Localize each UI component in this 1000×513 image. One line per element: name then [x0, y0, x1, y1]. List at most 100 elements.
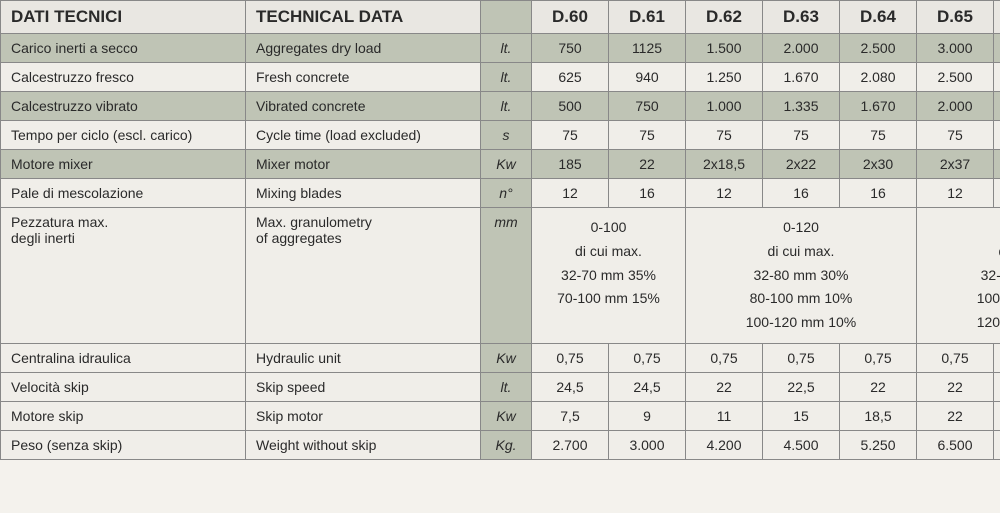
- granulometry-row: Pezzatura max. degli inerti Max. granulo…: [1, 208, 1000, 344]
- val-1: 3.000: [609, 430, 686, 459]
- unit: Kg.: [481, 430, 532, 459]
- gran-it: Pezzatura max. degli inerti: [1, 208, 246, 344]
- val-5: 22: [917, 372, 994, 401]
- val-4: 18,5: [840, 401, 917, 430]
- label-en: Fresh concrete: [246, 63, 481, 92]
- gran-en: Max. granulometry of aggregates: [246, 208, 481, 344]
- header-col-1: D.61: [609, 1, 686, 34]
- val-5: 2.000: [917, 92, 994, 121]
- val-1: 940: [609, 63, 686, 92]
- label-it: Peso (senza skip): [1, 430, 246, 459]
- val-0: 7,5: [532, 401, 609, 430]
- val-4: 2.500: [840, 34, 917, 63]
- label-en: Mixing blades: [246, 179, 481, 208]
- val-2: 22: [686, 372, 763, 401]
- val-3: 2x22: [763, 150, 840, 179]
- val-3: 0,75: [763, 343, 840, 372]
- val-0: 12: [532, 179, 609, 208]
- label-it: Carico inerti a secco: [1, 34, 246, 63]
- val-2: 11: [686, 401, 763, 430]
- data-row-3: Tempo per ciclo (escl. carico)Cycle time…: [1, 121, 1000, 150]
- gran-unit: mm: [481, 208, 532, 344]
- label-en: Aggregates dry load: [246, 34, 481, 63]
- val-5: 12: [917, 179, 994, 208]
- data2-row-0: Centralina idraulicaHydraulic unitKw0,75…: [1, 343, 1000, 372]
- val-6: 0,75: [994, 343, 1000, 372]
- data-row-2: Calcestruzzo vibratoVibrated concretelt.…: [1, 92, 1000, 121]
- header-col-5: D.65: [917, 1, 994, 34]
- header-col-4: D.64: [840, 1, 917, 34]
- val-2: 1.500: [686, 34, 763, 63]
- gran-group-3: 0-150di cui max.32-100 mm 35%100-120 mm …: [917, 208, 1000, 344]
- val-1: 16: [609, 179, 686, 208]
- val-4: 2x30: [840, 150, 917, 179]
- val-1: 0,75: [609, 343, 686, 372]
- data-row-5: Pale di mescolazioneMixing bladesn°12161…: [1, 179, 1000, 208]
- gran-group-2: 0-120di cui max.32-80 mm 30%80-100 mm 10…: [686, 208, 917, 344]
- val-4: 75: [840, 121, 917, 150]
- val-4: 22: [840, 372, 917, 401]
- val-4: 0,75: [840, 343, 917, 372]
- val-2: 2x18,5: [686, 150, 763, 179]
- label-en: Weight without skip: [246, 430, 481, 459]
- header-row: DATI TECNICI TECHNICAL DATA D.60 D.61 D.…: [1, 1, 1000, 34]
- val-0: 750: [532, 34, 609, 63]
- val-1: 22: [609, 150, 686, 179]
- val-5: 2.500: [917, 63, 994, 92]
- val-6: 12: [994, 179, 1000, 208]
- unit: lt.: [481, 63, 532, 92]
- val-0: 2.700: [532, 430, 609, 459]
- val-2: 1.000: [686, 92, 763, 121]
- val-1: 75: [609, 121, 686, 150]
- label-it: Calcestruzzo fresco: [1, 63, 246, 92]
- val-3: 1.335: [763, 92, 840, 121]
- gran-group-1: 0-100di cui max.32-70 mm 35%70-100 mm 15…: [532, 208, 686, 344]
- val-3: 1.670: [763, 63, 840, 92]
- val-0: 625: [532, 63, 609, 92]
- val-2: 12: [686, 179, 763, 208]
- label-it: Tempo per ciclo (escl. carico): [1, 121, 246, 150]
- label-en: Vibrated concrete: [246, 92, 481, 121]
- val-5: 0,75: [917, 343, 994, 372]
- val-6: 3.125: [994, 63, 1000, 92]
- label-en: Skip motor: [246, 401, 481, 430]
- header-col-3: D.63: [763, 1, 840, 34]
- val-3: 16: [763, 179, 840, 208]
- unit: lt.: [481, 92, 532, 121]
- unit: Kw: [481, 150, 532, 179]
- technical-data-table: DATI TECNICI TECHNICAL DATA D.60 D.61 D.…: [0, 0, 1000, 460]
- val-2: 4.200: [686, 430, 763, 459]
- val-5: 2x37: [917, 150, 994, 179]
- val-3: 75: [763, 121, 840, 150]
- val-5: 6.500: [917, 430, 994, 459]
- data-row-1: Calcestruzzo frescoFresh concretelt.6259…: [1, 63, 1000, 92]
- val-2: 1.250: [686, 63, 763, 92]
- unit: s: [481, 121, 532, 150]
- val-1: 1125: [609, 34, 686, 63]
- label-en: Hydraulic unit: [246, 343, 481, 372]
- header-unit: [481, 1, 532, 34]
- data2-row-2: Motore skipSkip motorKw7,59111518,522253…: [1, 401, 1000, 430]
- val-6: 22,5: [994, 372, 1000, 401]
- val-3: 2.000: [763, 34, 840, 63]
- data-row-4: Motore mixerMixer motorKw185222x18,52x22…: [1, 150, 1000, 179]
- label-en: Cycle time (load excluded): [246, 121, 481, 150]
- header-col-6: D.66: [994, 1, 1000, 34]
- val-3: 4.500: [763, 430, 840, 459]
- val-0: 75: [532, 121, 609, 150]
- val-5: 75: [917, 121, 994, 150]
- val-3: 15: [763, 401, 840, 430]
- val-5: 22: [917, 401, 994, 430]
- val-0: 24,5: [532, 372, 609, 401]
- header-col-2: D.62: [686, 1, 763, 34]
- val-6: 7.600: [994, 430, 1000, 459]
- header-col-0: D.60: [532, 1, 609, 34]
- val-1: 9: [609, 401, 686, 430]
- val-6: 75: [994, 121, 1000, 150]
- val-4: 1.670: [840, 92, 917, 121]
- unit: Kw: [481, 401, 532, 430]
- label-it: Motore skip: [1, 401, 246, 430]
- val-0: 0,75: [532, 343, 609, 372]
- val-0: 500: [532, 92, 609, 121]
- val-2: 75: [686, 121, 763, 150]
